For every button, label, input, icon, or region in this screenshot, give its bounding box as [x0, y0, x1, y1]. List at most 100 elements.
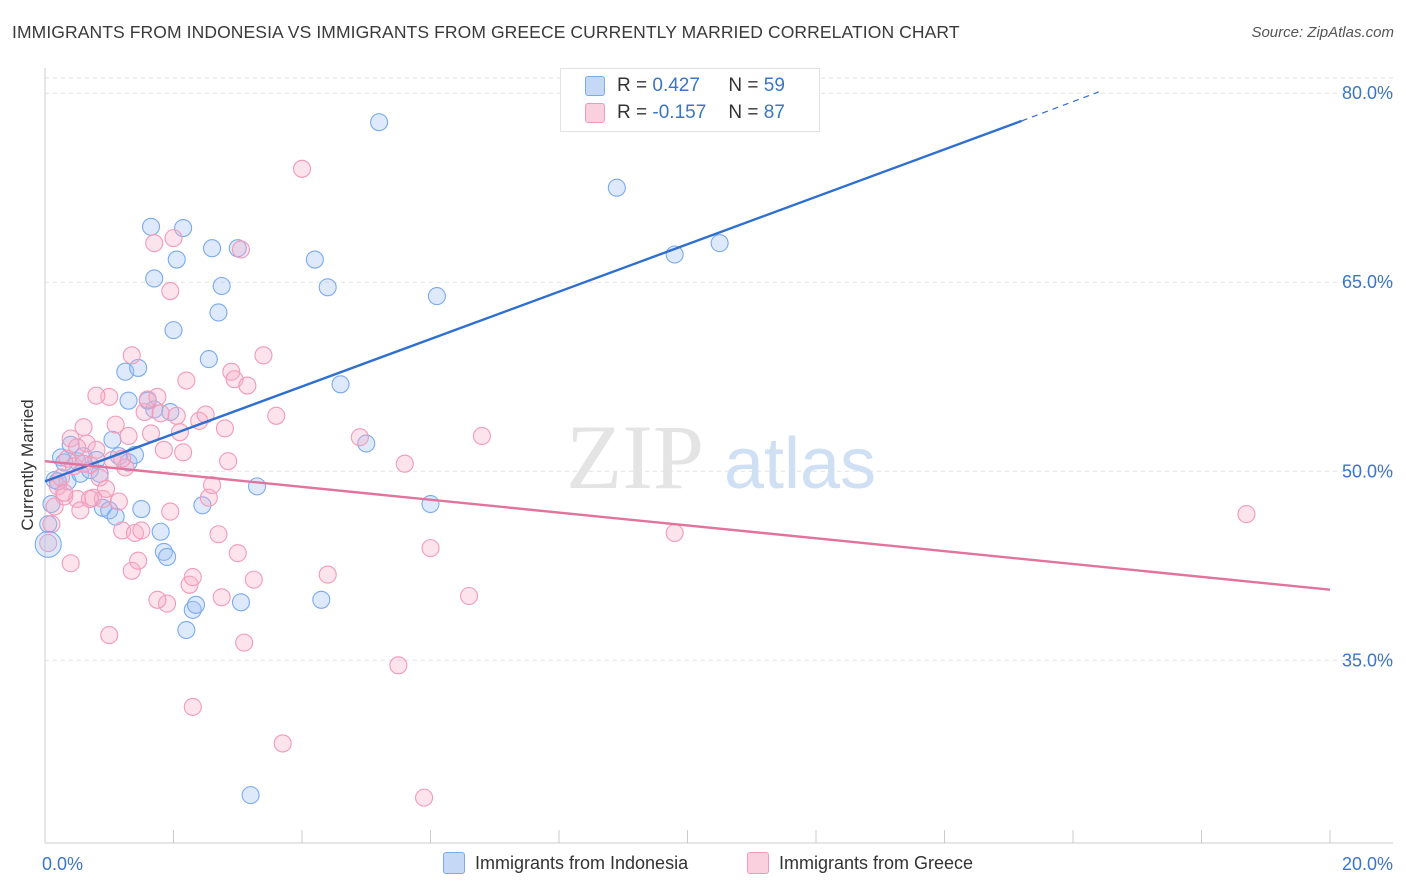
- data-point-greece: [183, 568, 202, 587]
- data-point-greece: [122, 346, 141, 365]
- data-point-greece: [318, 565, 337, 584]
- data-point-greece: [212, 588, 231, 607]
- chart-title: IMMIGRANTS FROM INDONESIA VS IMMIGRANTS …: [12, 22, 960, 42]
- data-point-indonesia: [212, 276, 231, 296]
- watermark-atlas: atlas: [724, 424, 876, 504]
- data-point-greece: [161, 502, 180, 521]
- data-point-greece: [93, 489, 112, 509]
- data-point-indonesia: [183, 600, 202, 619]
- data-point-indonesia: [607, 178, 626, 197]
- data-point-indonesia: [241, 786, 260, 805]
- data-point-indonesia: [145, 269, 164, 288]
- data-point-indonesia: [164, 321, 183, 340]
- data-point-greece: [80, 489, 100, 509]
- data-point-greece: [90, 468, 109, 487]
- data-point-greece: [77, 434, 96, 453]
- data-point-greece: [164, 229, 183, 248]
- data-point-greece: [148, 590, 167, 609]
- data-point-greece: [74, 418, 93, 437]
- legend-r-label: R =: [617, 102, 648, 123]
- data-point-indonesia: [34, 530, 62, 558]
- data-point-indonesia: [158, 547, 177, 566]
- bottom-legend-swatch-greece: [747, 852, 769, 874]
- data-point-greece: [244, 570, 263, 589]
- data-point-greece: [228, 544, 247, 563]
- data-point-greece: [238, 376, 257, 395]
- source-credit: Source: ZipAtlas.com: [1251, 24, 1394, 41]
- data-point-greece: [174, 443, 193, 462]
- grid: [45, 77, 1393, 661]
- data-point-indonesia: [199, 350, 218, 369]
- y-axis-label: Currently Married: [18, 399, 37, 531]
- data-point-greece: [39, 534, 58, 553]
- data-point-greece: [87, 440, 106, 459]
- data-point-indonesia: [132, 500, 151, 519]
- data-point-indonesia: [177, 620, 196, 640]
- y-tick-label: 65.0%: [1342, 272, 1393, 292]
- data-point-greece: [177, 371, 196, 390]
- legend-swatch-indonesia: [585, 76, 605, 96]
- data-point-greece: [61, 554, 80, 573]
- data-point-greece: [389, 656, 408, 675]
- legend-row-indonesia: R = 0.427 N = 59: [585, 73, 785, 99]
- data-point-indonesia: [331, 375, 350, 394]
- data-point-greece: [132, 521, 151, 540]
- data-point-greece: [55, 483, 74, 502]
- legend-n-label: N =: [728, 102, 759, 123]
- bottom-legend-greece: Immigrants from Greece: [747, 852, 973, 874]
- bottom-legend-swatch-indonesia: [443, 852, 465, 874]
- data-point-greece: [100, 626, 119, 645]
- legend-row-greece: R = -0.157 N = 87: [585, 100, 785, 126]
- bottom-legend-indonesia: Immigrants from Indonesia: [443, 852, 688, 874]
- bottom-legend-label-greece: Immigrants from Greece: [779, 852, 974, 873]
- data-point-indonesia: [151, 522, 170, 541]
- data-point-greece: [167, 406, 186, 425]
- legend-r-value: -0.157: [652, 102, 707, 123]
- data-point-indonesia: [710, 234, 729, 253]
- legend-n-value: 59: [763, 75, 785, 96]
- data-point-greece: [42, 515, 61, 534]
- data-point-greece: [472, 426, 491, 446]
- data-point-greece: [161, 281, 180, 301]
- data-point-greece: [235, 633, 254, 652]
- data-point-indonesia: [203, 239, 222, 258]
- legend-r-label: R =: [617, 75, 648, 96]
- axes: [44, 68, 1393, 844]
- trend-line-indonesia: [44, 119, 1023, 483]
- data-point-indonesia: [312, 590, 331, 609]
- data-point-greece: [158, 594, 177, 613]
- legend-n-value: 87: [763, 102, 785, 123]
- legend-n-label: N =: [728, 75, 759, 96]
- data-point-indonesia: [209, 303, 228, 322]
- data-point-greece: [96, 479, 116, 498]
- data-point-greece: [231, 240, 251, 259]
- data-point-indonesia: [370, 113, 389, 132]
- y-tick-label: 35.0%: [1342, 650, 1393, 670]
- trend-line-greece: [44, 459, 1331, 591]
- data-point-greece: [129, 551, 148, 570]
- data-point-indonesia: [174, 218, 193, 238]
- data-point-greece: [122, 561, 141, 580]
- data-point-greece: [154, 440, 173, 459]
- data-point-greece: [151, 404, 170, 423]
- data-point-greece: [68, 438, 87, 457]
- data-point-greece: [203, 476, 222, 495]
- data-point-indonesia: [427, 287, 446, 306]
- data-point-indonesia: [231, 593, 251, 612]
- data-point-indonesia: [186, 595, 206, 614]
- bottom-legend-label-indonesia: Immigrants from Indonesia: [475, 852, 689, 873]
- data-point-greece: [87, 386, 106, 405]
- data-point-indonesia: [193, 496, 212, 515]
- data-point-indonesia: [154, 542, 173, 561]
- data-point-indonesia: [119, 391, 138, 410]
- data-point-greece: [1237, 505, 1256, 524]
- x-tick-label: 20.0%: [1342, 854, 1393, 874]
- data-point-indonesia: [305, 250, 324, 269]
- data-point-indonesia: [247, 477, 267, 496]
- data-point-greece: [61, 429, 80, 448]
- data-point-greece: [665, 523, 684, 543]
- data-point-greece: [254, 346, 273, 365]
- data-point-indonesia: [167, 250, 186, 269]
- y-tick-label: 80.0%: [1342, 83, 1393, 103]
- data-point-greece: [106, 415, 125, 434]
